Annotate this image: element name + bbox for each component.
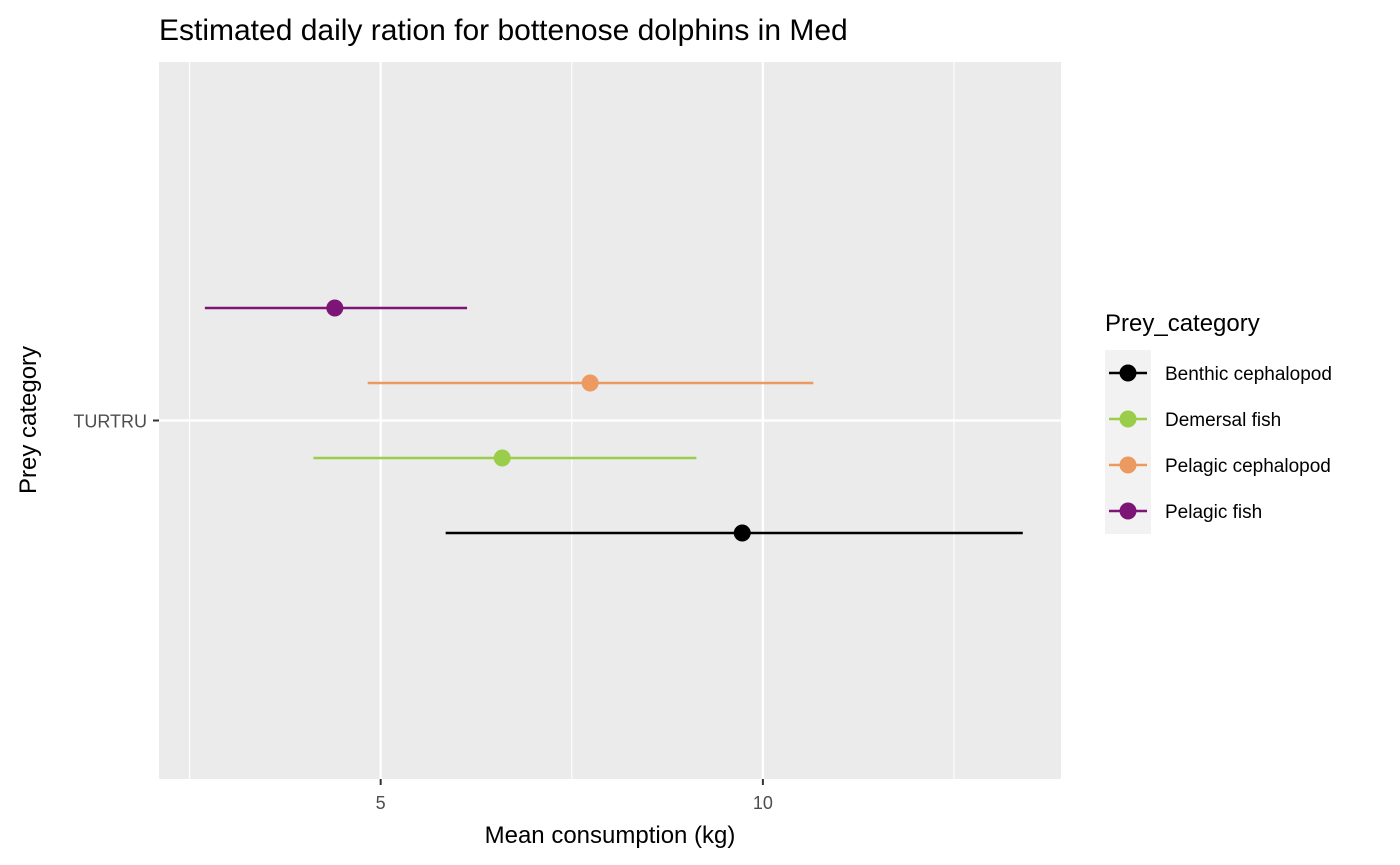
legend-label: Benthic cephalopod: [1165, 364, 1332, 385]
mean-point: [326, 299, 344, 317]
y-axis-title: Prey category: [15, 346, 42, 494]
legend-title: Prey_category: [1105, 310, 1260, 337]
legend-key-point: [1119, 456, 1137, 474]
chart-title: Estimated daily ration for bottenose dol…: [159, 14, 848, 47]
legend-label: Demersal fish: [1165, 410, 1281, 431]
mean-point: [581, 374, 599, 392]
y-tick-label: TURTRU: [73, 412, 147, 432]
x-axis: 5 10: [376, 779, 773, 813]
legend: Prey_category Benthic cephalopod Demersal…: [1105, 310, 1332, 534]
mean-point: [733, 524, 751, 542]
mean-point: [493, 449, 511, 467]
y-axis: TURTRU: [73, 412, 159, 432]
x-axis-title: Mean consumption (kg): [485, 822, 736, 849]
x-tick-label: 10: [753, 793, 773, 813]
legend-key-point: [1119, 410, 1137, 428]
data-marks: [204, 299, 1023, 542]
x-tick-label: 5: [376, 793, 386, 813]
legend-label: Pelagic cephalopod: [1165, 456, 1331, 477]
legend-label: Pelagic fish: [1165, 502, 1262, 523]
legend-items: Benthic cephalopod Demersal fish Pelagic c…: [1109, 364, 1332, 523]
legend-key-point: [1119, 502, 1137, 520]
grid-major-lines: [159, 62, 1061, 779]
legend-key-point: [1119, 364, 1137, 382]
